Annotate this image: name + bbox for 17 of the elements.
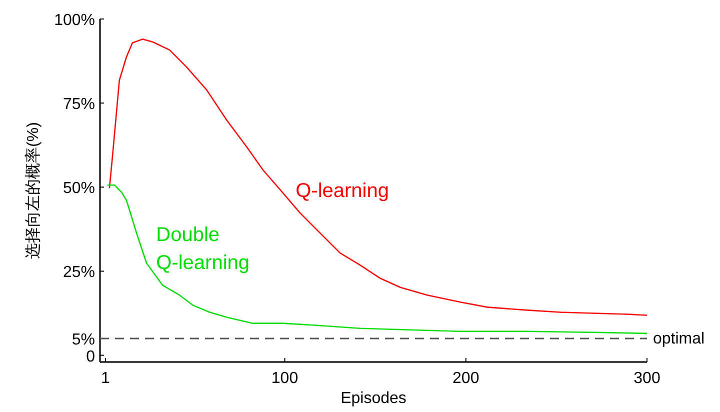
y-tick-label: 50%: [62, 180, 95, 198]
y-axis-title: 选择向左的概率(%): [24, 122, 42, 259]
line-series: [108, 38, 648, 316]
y-tick-label: 0: [86, 348, 96, 366]
series-label: Double Q-learning: [156, 224, 250, 274]
series-label: Q-learning: [296, 180, 390, 202]
y-tick-label: 100%: [54, 12, 95, 29]
y-tick-label: 25%: [62, 264, 95, 282]
line-series: [106, 184, 648, 334]
x-tick-label: 1: [100, 370, 110, 387]
x-tick-label: 200: [452, 370, 480, 387]
ref-line-label: optimal: [653, 330, 705, 348]
y-tick-label: 75%: [62, 96, 95, 114]
x-tick-label: 300: [634, 370, 660, 387]
y-tick-label: 5%: [72, 331, 95, 348]
x-tick-label: 100: [271, 370, 298, 387]
x-axis-title: Episodes: [340, 390, 406, 407]
